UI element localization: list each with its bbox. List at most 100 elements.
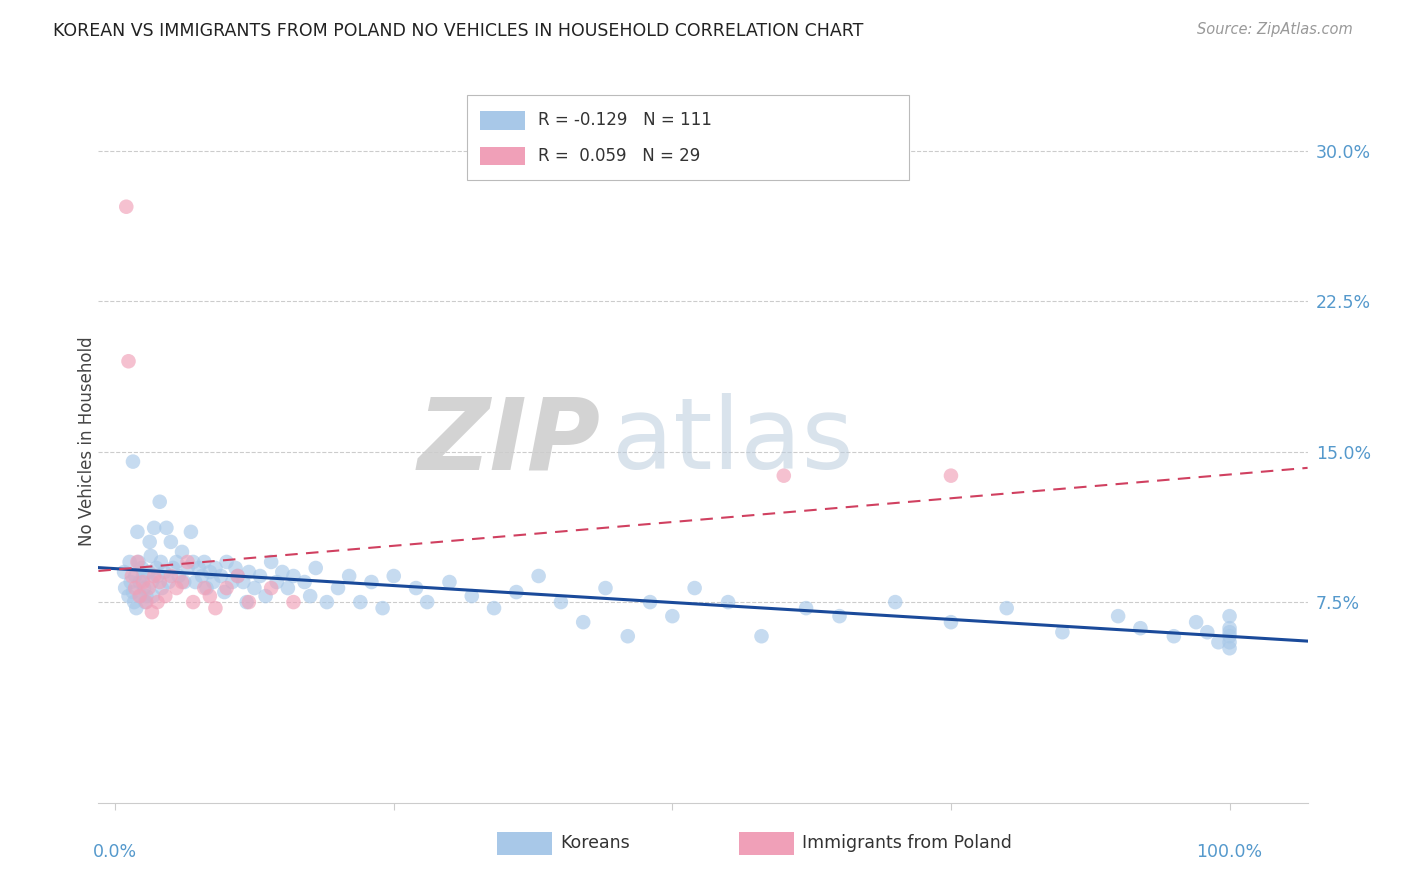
Bar	[740, 831, 794, 855]
Point	[461, 589, 484, 603]
Point	[141, 605, 163, 619]
Point	[299, 589, 322, 603]
Point	[128, 575, 150, 590]
Point	[254, 589, 277, 603]
Point	[142, 589, 165, 603]
Point	[127, 524, 149, 539]
Text: Source: ZipAtlas.com: Source: ZipAtlas.com	[1197, 22, 1353, 37]
Point	[1197, 625, 1219, 640]
Point	[235, 595, 257, 609]
Point	[214, 585, 236, 599]
Point	[146, 569, 169, 583]
Point	[360, 575, 382, 590]
Point	[238, 595, 260, 609]
Point	[181, 595, 204, 609]
Text: R =  0.059   N = 29: R = 0.059 N = 29	[538, 147, 700, 165]
Point	[160, 535, 183, 549]
Point	[305, 561, 328, 575]
Point	[170, 545, 193, 559]
Point	[1219, 635, 1241, 649]
Point	[315, 595, 337, 609]
Point	[153, 565, 176, 579]
Point	[114, 581, 136, 595]
Point	[683, 581, 706, 595]
Point	[1219, 609, 1241, 624]
Point	[243, 581, 266, 595]
Point	[271, 565, 294, 579]
Point	[266, 575, 288, 590]
Point	[135, 589, 157, 603]
Point	[143, 569, 166, 583]
Point	[1219, 629, 1241, 643]
Text: R = -0.129   N = 111: R = -0.129 N = 111	[538, 112, 711, 129]
Point	[828, 609, 851, 624]
Point	[193, 555, 215, 569]
Point	[277, 581, 299, 595]
Point	[138, 535, 160, 549]
Point	[145, 561, 167, 575]
Point	[202, 575, 225, 590]
Point	[249, 569, 271, 583]
Point	[124, 581, 146, 595]
Point	[122, 585, 145, 599]
Point	[238, 565, 260, 579]
Point	[527, 569, 550, 583]
Point	[198, 589, 221, 603]
Point	[884, 595, 907, 609]
Point	[204, 561, 226, 575]
Point	[595, 581, 617, 595]
Point	[1219, 621, 1241, 635]
Point	[127, 555, 149, 569]
Point	[794, 601, 817, 615]
Point	[209, 569, 232, 583]
Point	[157, 575, 180, 590]
Point	[132, 575, 155, 590]
Text: 0.0%: 0.0%	[93, 843, 138, 861]
Point	[349, 595, 371, 609]
Point	[132, 581, 155, 595]
Point	[180, 524, 202, 539]
Point	[337, 569, 360, 583]
Point	[382, 569, 405, 583]
Point	[162, 561, 184, 575]
Y-axis label: No Vehicles in Household: No Vehicles in Household	[79, 336, 96, 547]
Point	[149, 575, 172, 590]
Point	[1219, 625, 1241, 640]
Point	[482, 601, 505, 615]
Point	[117, 589, 139, 603]
Point	[191, 569, 214, 583]
Text: ZIP: ZIP	[418, 393, 600, 490]
Point	[128, 589, 150, 603]
Point	[132, 569, 155, 583]
Point	[416, 595, 439, 609]
Point	[143, 521, 166, 535]
Point	[138, 581, 160, 595]
Point	[176, 561, 198, 575]
Point	[1052, 625, 1074, 640]
Bar	[498, 831, 551, 855]
Point	[439, 575, 461, 590]
Point	[232, 575, 254, 590]
Point	[1219, 641, 1241, 656]
Point	[204, 601, 226, 615]
Point	[124, 569, 146, 583]
Point	[221, 575, 243, 590]
Point	[131, 561, 153, 575]
Point	[638, 595, 661, 609]
Point	[751, 629, 773, 643]
Point	[128, 555, 150, 569]
Point	[283, 569, 305, 583]
Point	[176, 555, 198, 569]
Point	[1163, 629, 1185, 643]
Point	[616, 629, 638, 643]
Point	[226, 569, 249, 583]
Point	[215, 555, 238, 569]
Point	[550, 595, 572, 609]
Point	[371, 601, 394, 615]
Bar	[481, 111, 524, 129]
Point	[198, 565, 221, 579]
Point	[138, 565, 160, 579]
Point	[117, 354, 139, 368]
Point	[326, 581, 349, 595]
Point	[112, 565, 135, 579]
